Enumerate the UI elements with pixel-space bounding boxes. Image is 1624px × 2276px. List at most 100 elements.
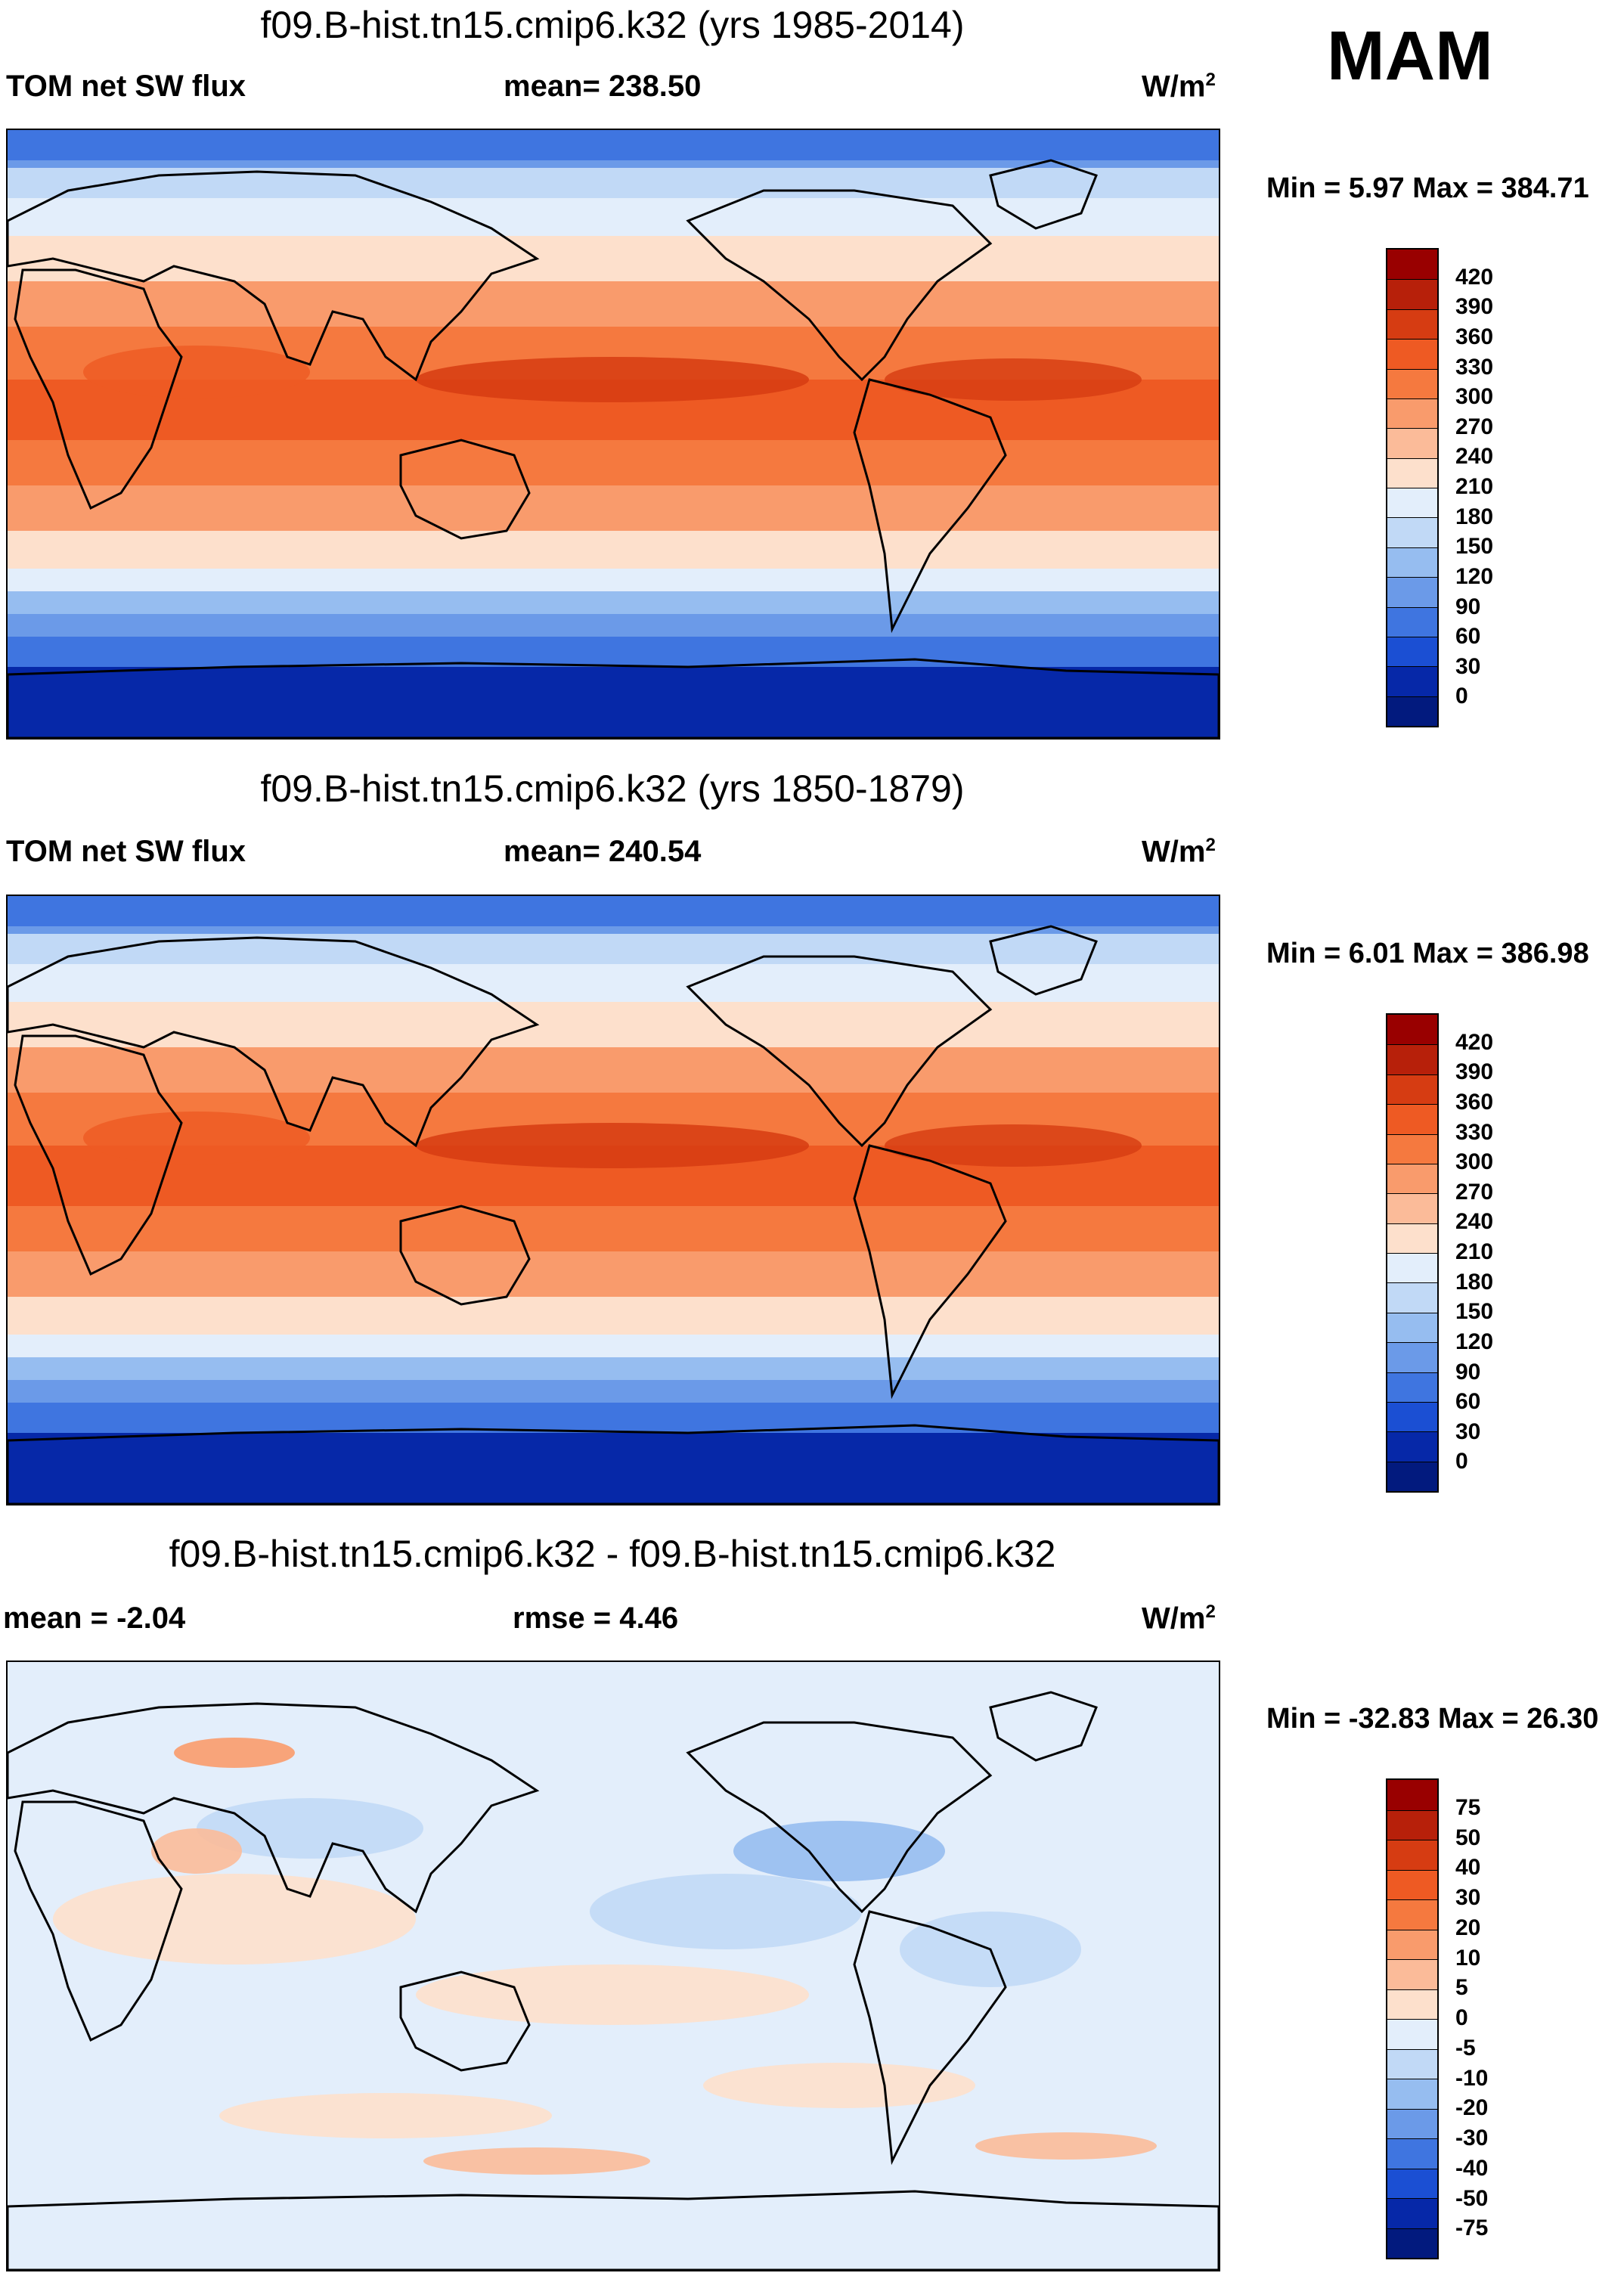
colorbar-segment	[1387, 1899, 1437, 1930]
colorbar-segment	[1387, 1780, 1437, 1810]
flux-band	[8, 934, 1219, 964]
colorbar-segment	[1387, 339, 1437, 369]
eurasia-coast	[8, 1702, 540, 1914]
panel-1-colorbar-labels: 420 390 360 330 300 270 240 210 180 150 120 90 60 30 0	[1455, 248, 1546, 727]
units-exponent: 2	[1205, 1602, 1216, 1622]
indian-ocean-maximum	[83, 1112, 310, 1164]
flux-band	[8, 1403, 1219, 1433]
colorbar-segment	[1387, 1869, 1437, 1899]
flux-band	[8, 168, 1219, 198]
colorbar-segment	[1387, 1989, 1437, 2019]
colorbar-segment	[1387, 1342, 1437, 1372]
colorbar-segment	[1387, 1253, 1437, 1283]
colorbar-tick-label: 360	[1455, 1089, 1494, 1115]
greenland-coast	[989, 1691, 1098, 1762]
colorbar-tick-label: 360	[1455, 324, 1494, 349]
colorbar-segment	[1387, 547, 1437, 578]
colorbar-segment	[1387, 666, 1437, 696]
colorbar-segment	[1387, 1809, 1437, 1840]
colorbar-tick-label: 0	[1455, 1449, 1468, 1474]
flux-band	[8, 896, 1219, 926]
units-base: W/m	[1142, 835, 1206, 869]
colorbar-tick-label: 0	[1455, 2005, 1468, 2030]
colorbar-segment	[1387, 1312, 1437, 1343]
colorbar-segment	[1387, 368, 1437, 398]
africa-coast	[14, 1034, 183, 1276]
colorbar-tick-label: 420	[1455, 1029, 1494, 1055]
colorbar-segment	[1387, 696, 1437, 726]
colorbar-segment	[1387, 2048, 1437, 2079]
flux-band	[8, 1433, 1219, 1504]
panel-2-colorbar-labels: 420 390 360 330 300 270 240 210 180 150 120 90 60 30 0	[1455, 1013, 1546, 1493]
colorbar-tick-label: 40	[1455, 1855, 1481, 1881]
panel-1-colorbar	[1386, 248, 1439, 727]
colorbar-tick-label: -10	[1455, 2065, 1489, 2091]
colorbar-tick-label: 90	[1455, 1359, 1481, 1385]
difference-anomaly	[416, 1964, 809, 2025]
panel-1-units: W/m2	[1142, 70, 1216, 104]
colorbar-tick-label: 75	[1455, 1794, 1481, 1820]
colorbar-tick-label: 210	[1455, 474, 1494, 499]
africa-coast	[14, 1800, 183, 2042]
units-base: W/m	[1142, 1602, 1206, 1636]
colorbar-segment	[1387, 279, 1437, 309]
colorbar-segment	[1387, 606, 1437, 637]
colorbar-segment	[1387, 1959, 1437, 1989]
atlantic-maximum	[885, 1124, 1142, 1167]
australia-coast	[399, 1205, 531, 1306]
colorbar-segment	[1387, 428, 1437, 458]
colorbar-segment	[1387, 398, 1437, 429]
colorbar-tick-label: 300	[1455, 1149, 1494, 1175]
north-america-coast	[686, 189, 993, 382]
colorbar-tick-label: 210	[1455, 1239, 1494, 1264]
colorbar-tick-label: 330	[1455, 354, 1494, 380]
tropical-maximum	[416, 1123, 809, 1168]
colorbar-segment	[1387, 1223, 1437, 1253]
panel-3-colorbar	[1386, 1778, 1439, 2259]
colorbar-segment	[1387, 1840, 1437, 1870]
units-exponent: 2	[1205, 70, 1216, 90]
colorbar-tick-label: -5	[1455, 2035, 1476, 2060]
panel-2-variable-label: TOM net SW flux	[6, 835, 246, 868]
flux-band	[8, 281, 1219, 327]
colorbar-tick-label: -40	[1455, 2155, 1489, 2181]
flux-band	[8, 1297, 1219, 1335]
colorbar-tick-label: 240	[1455, 1209, 1494, 1235]
units-exponent: 2	[1205, 835, 1216, 855]
flux-band	[8, 1206, 1219, 1251]
season-label: MAM	[1327, 17, 1493, 95]
panel-3-title: f09.B-hist.tn15.cmip6.k32 - f09.B-hist.t…	[169, 1533, 1056, 1575]
eurasia-coast	[8, 170, 540, 382]
colorbar-segment	[1387, 309, 1437, 340]
panel-1-mean-label: mean= 238.50	[504, 70, 702, 103]
panel-3-colorbar-labels: 75 50 40 30 20 10 5 0 -5 -10 -20 -30 -40 -50 -75	[1455, 1778, 1546, 2259]
panel-1-minmax: Min = 5.97 Max = 384.71	[1266, 172, 1589, 204]
colorbar-segment	[1387, 1193, 1437, 1223]
colorbar-segment	[1387, 1163, 1437, 1194]
colorbar-segment	[1387, 2019, 1437, 2049]
flux-band	[8, 1047, 1219, 1093]
panel-3-units: W/m2	[1142, 1602, 1216, 1636]
panel-3-rmse-label: rmse = 4.46	[513, 1602, 679, 1635]
north-america-coast	[686, 955, 993, 1148]
panel-2-mean-label: mean= 240.54	[504, 835, 702, 868]
flux-band	[8, 1251, 1219, 1297]
colorbar-segment	[1387, 1461, 1437, 1491]
antarctica-coast	[8, 658, 1219, 738]
colorbar-segment	[1387, 457, 1437, 488]
colorbar-segment	[1387, 2198, 1437, 2228]
flux-band	[8, 1357, 1219, 1380]
colorbar-tick-label: 120	[1455, 1329, 1494, 1354]
colorbar-tick-label: 420	[1455, 264, 1494, 290]
difference-anomaly	[590, 1874, 862, 1949]
panel-1-map	[6, 129, 1220, 740]
australia-coast	[399, 1971, 531, 2072]
colorbar-segment	[1387, 577, 1437, 607]
difference-anomaly	[53, 1874, 416, 1964]
colorbar-tick-label: 50	[1455, 1825, 1481, 1850]
colorbar-segment	[1387, 1015, 1437, 1045]
colorbar-tick-label: 180	[1455, 1269, 1494, 1295]
flux-band	[8, 440, 1219, 485]
panel-3-mean-label: mean = -2.04	[3, 1602, 186, 1635]
south-america-coast	[853, 1910, 1007, 2166]
